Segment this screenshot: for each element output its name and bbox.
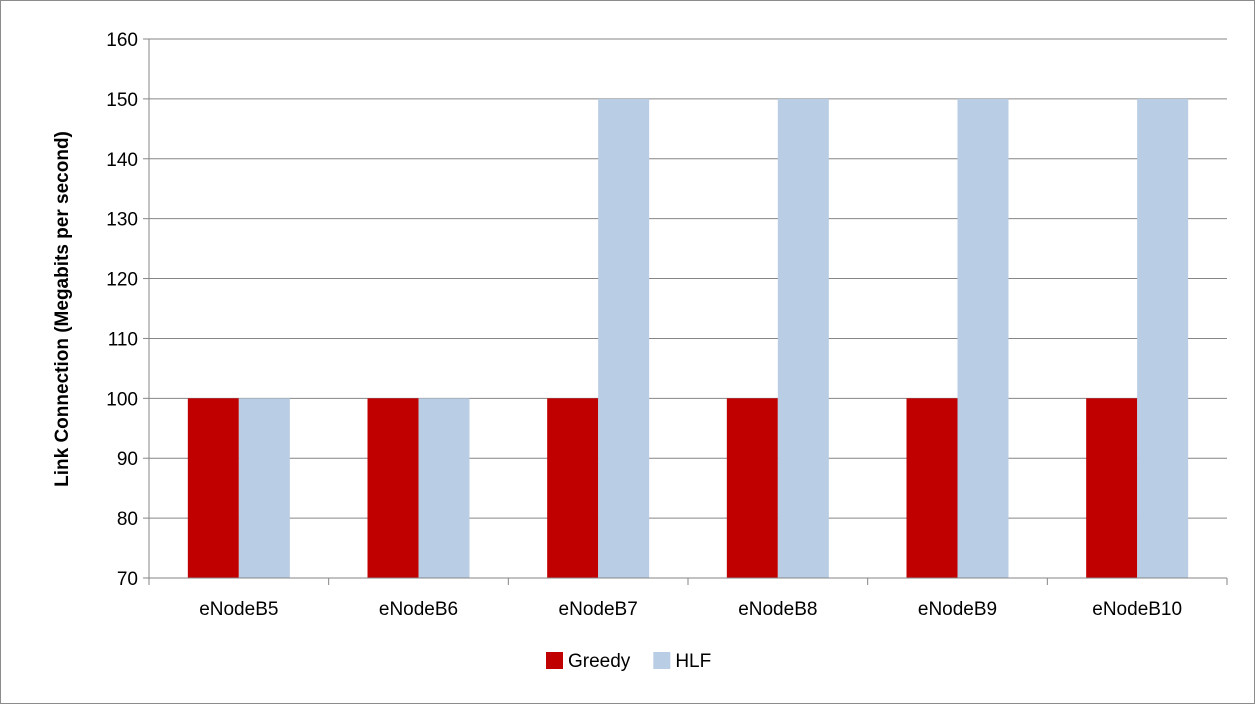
bar-hlf-enodeb5 [238, 398, 290, 578]
y-tick-label: 90 [117, 449, 138, 470]
legend: Greedy HLF [546, 651, 711, 672]
y-tick-label: 100 [106, 389, 138, 410]
y-tick-labels: 70 80 90 100 110 120 130 140 150 160 [106, 30, 138, 590]
bar-greedy-enodeb10 [1086, 398, 1138, 578]
x-tick-label: eNodeB7 [559, 599, 638, 620]
bar-hlf-enodeb7 [598, 98, 650, 578]
x-tick-label: eNodeB8 [738, 599, 817, 620]
bar-greedy-enodeb6 [367, 398, 419, 578]
axes [143, 38, 1228, 585]
bar-greedy-enodeb9 [906, 398, 958, 578]
bar-hlf-enodeb6 [418, 398, 470, 578]
y-tick-label: 70 [117, 569, 138, 590]
y-tick-label: 150 [106, 90, 138, 111]
legend-swatch-greedy [546, 652, 563, 669]
y-axis-label: Link Connection (Megabits per second) [52, 131, 73, 487]
y-tick-label: 110 [108, 329, 138, 350]
x-tick-label: eNodeB6 [379, 599, 458, 620]
bar-greedy-enodeb5 [187, 398, 239, 578]
x-tick-label: eNodeB9 [918, 599, 997, 620]
x-tick-label: eNodeB5 [199, 599, 278, 620]
y-tick-label: 80 [117, 509, 138, 530]
x-tick-label: eNodeB10 [1092, 599, 1182, 620]
legend-swatch-hlf [653, 652, 671, 669]
bars [187, 98, 1189, 578]
bar-hlf-enodeb10 [1137, 98, 1189, 578]
y-tick-label: 140 [106, 150, 138, 171]
legend-label-greedy: Greedy [568, 651, 631, 672]
y-tick-label: 130 [106, 210, 138, 231]
legend-label-hlf: HLF [675, 651, 711, 672]
y-tick-label: 120 [106, 270, 138, 291]
x-tick-labels: eNodeB5 eNodeB6 eNodeB7 eNodeB8 eNodeB9 eNode… [199, 599, 1182, 620]
gridlines [149, 38, 1227, 519]
bar-greedy-enodeb8 [726, 398, 778, 578]
y-tick-label: 160 [106, 30, 138, 51]
bar-greedy-enodeb7 [547, 398, 599, 578]
bar-hlf-enodeb8 [777, 98, 829, 578]
bar-hlf-enodeb9 [957, 98, 1009, 578]
